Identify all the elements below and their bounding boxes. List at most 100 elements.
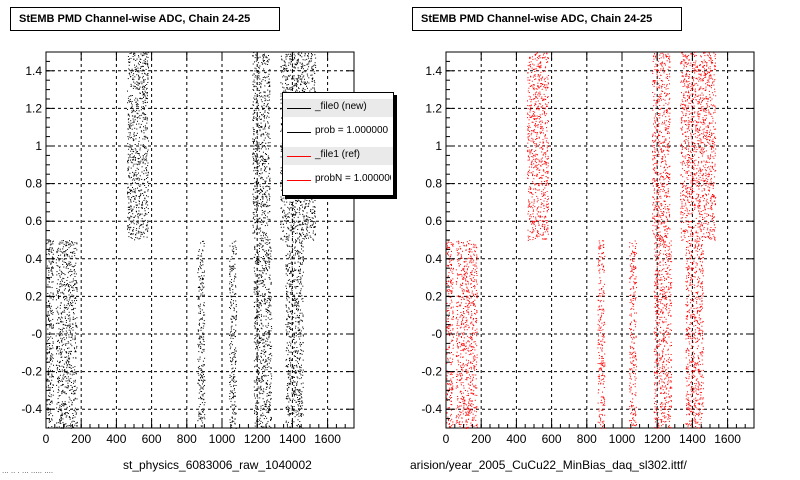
data-point xyxy=(267,344,269,346)
data-point xyxy=(262,222,264,223)
data-point xyxy=(305,219,307,221)
data-point xyxy=(67,285,69,287)
data-point xyxy=(133,158,135,160)
data-point xyxy=(280,156,282,158)
data-point xyxy=(294,334,295,336)
data-point xyxy=(231,318,233,320)
data-point xyxy=(297,59,299,61)
data-point xyxy=(203,294,205,296)
data-point xyxy=(261,415,263,417)
data-point xyxy=(137,222,139,224)
data-point xyxy=(134,64,135,66)
data-point xyxy=(284,89,286,91)
data-point xyxy=(255,221,256,223)
data-point xyxy=(136,207,137,209)
data-point xyxy=(59,283,61,285)
data-point xyxy=(257,294,259,296)
data-point xyxy=(297,308,299,310)
data-point xyxy=(144,210,146,212)
data-point xyxy=(297,401,299,402)
data-point xyxy=(47,409,49,411)
data-point xyxy=(287,291,289,293)
data-point xyxy=(132,115,134,117)
data-point xyxy=(280,93,282,95)
data-point xyxy=(301,227,303,229)
data-point xyxy=(131,176,132,178)
data-point xyxy=(297,281,299,283)
data-point xyxy=(297,61,299,63)
data-point xyxy=(295,402,297,403)
data-point xyxy=(294,391,296,393)
data-point xyxy=(132,149,134,151)
data-point xyxy=(58,317,59,319)
data-point xyxy=(257,328,259,330)
data-point xyxy=(291,204,292,206)
data-point xyxy=(301,298,303,300)
data-point xyxy=(291,310,293,312)
data-point xyxy=(292,207,294,209)
data-point xyxy=(300,84,302,85)
data-point xyxy=(62,384,64,386)
data-point xyxy=(134,182,136,184)
data-point xyxy=(61,240,63,242)
data-point xyxy=(146,53,148,55)
data-point xyxy=(76,287,78,288)
data-point xyxy=(290,69,292,71)
data-point xyxy=(291,205,293,207)
data-point xyxy=(255,371,257,373)
data-point xyxy=(68,336,70,338)
data-point xyxy=(299,201,301,203)
data-point xyxy=(310,236,312,238)
data-point xyxy=(128,100,130,102)
data-point xyxy=(147,190,149,192)
data-point xyxy=(297,199,299,201)
data-point xyxy=(234,276,236,278)
data-point xyxy=(74,252,76,254)
data-point xyxy=(74,369,76,371)
data-point xyxy=(257,279,259,281)
data-point xyxy=(201,255,203,257)
data-point xyxy=(55,322,57,324)
data-point xyxy=(300,335,302,337)
data-point xyxy=(142,81,144,83)
data-point xyxy=(268,334,270,336)
data-point xyxy=(56,333,58,335)
data-point xyxy=(269,180,271,182)
data-point xyxy=(264,115,266,116)
data-point xyxy=(231,398,233,400)
data-point xyxy=(127,183,129,185)
data-point xyxy=(256,284,258,286)
data-point xyxy=(255,148,257,150)
data-point xyxy=(129,137,131,139)
data-point xyxy=(309,219,311,220)
data-point xyxy=(256,172,258,174)
data-point xyxy=(53,390,54,392)
data-point xyxy=(296,357,298,359)
data-point xyxy=(75,247,77,249)
data-point xyxy=(301,264,303,265)
data-point xyxy=(266,400,268,402)
data-point xyxy=(262,393,264,395)
data-point xyxy=(280,123,282,125)
data-point xyxy=(266,386,268,388)
data-point xyxy=(270,255,272,257)
data-point xyxy=(253,380,255,382)
data-point xyxy=(140,59,142,60)
data-point xyxy=(280,146,282,148)
data-point xyxy=(283,201,285,203)
data-point xyxy=(269,211,271,213)
data-point xyxy=(265,106,267,108)
data-point xyxy=(69,317,71,319)
data-point xyxy=(267,60,268,62)
data-point xyxy=(288,88,290,90)
data-point xyxy=(262,272,264,274)
data-point xyxy=(266,197,268,199)
data-point xyxy=(260,319,262,321)
data-point xyxy=(315,66,317,68)
data-point xyxy=(232,376,234,378)
data-point xyxy=(268,55,269,56)
data-point xyxy=(131,95,133,96)
data-point xyxy=(296,347,298,348)
data-point xyxy=(231,368,233,370)
data-point xyxy=(75,325,77,327)
